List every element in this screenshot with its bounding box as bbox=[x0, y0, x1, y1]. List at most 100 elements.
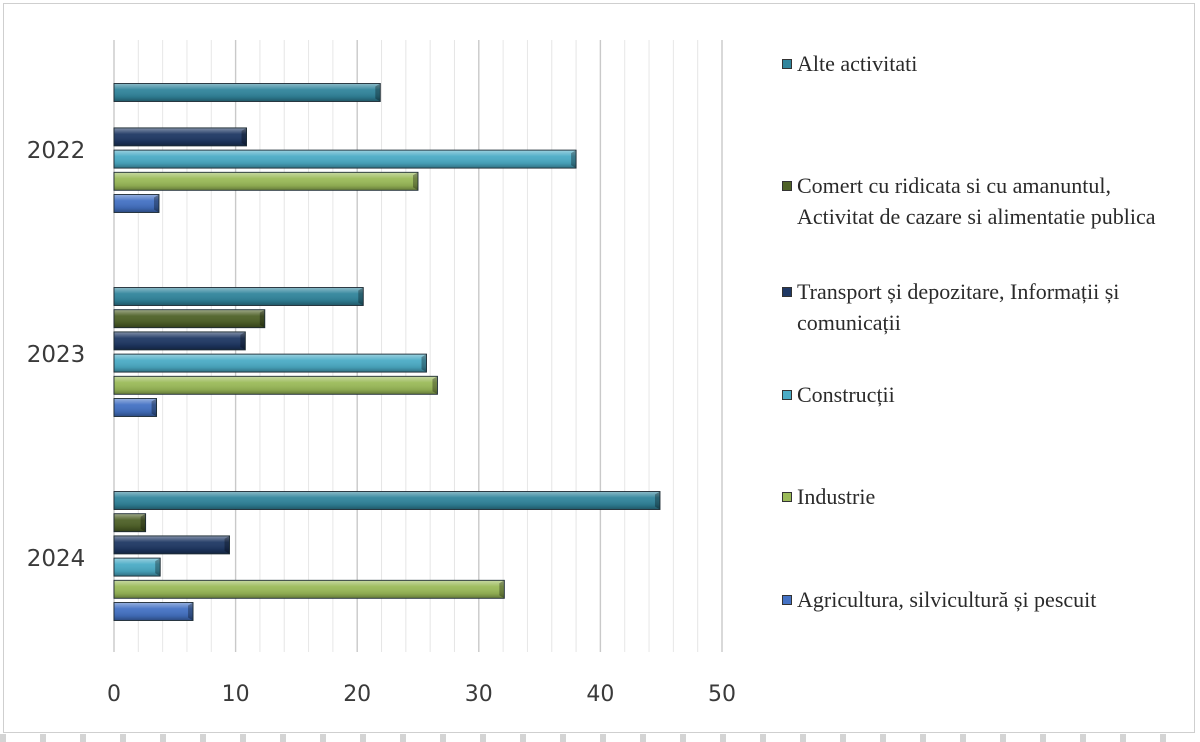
bar-shade bbox=[114, 309, 265, 328]
bar bbox=[113, 309, 266, 329]
bar-shade bbox=[114, 535, 230, 554]
x-tick-label: 20 bbox=[343, 682, 371, 707]
bar-outline bbox=[113, 353, 427, 373]
category-labels: 2022 2023 2024 bbox=[27, 138, 86, 572]
bar-end-cap bbox=[421, 354, 427, 373]
bar-shade bbox=[114, 602, 194, 621]
bar-outline bbox=[113, 491, 661, 510]
bar-end-cap bbox=[224, 535, 230, 554]
x-tick-label: 50 bbox=[708, 682, 736, 707]
bar bbox=[113, 287, 364, 306]
bar-outline bbox=[113, 127, 247, 147]
bar-outline bbox=[113, 375, 438, 395]
category-label: 2022 bbox=[27, 138, 86, 164]
bar-shade bbox=[114, 580, 505, 599]
legend-item: Construcții bbox=[782, 379, 1182, 410]
x-tick-label: 10 bbox=[222, 682, 250, 707]
category-label: 2023 bbox=[27, 342, 86, 368]
bar-shade bbox=[114, 331, 246, 350]
legend-swatch bbox=[782, 595, 792, 605]
legend-item: Agricultura, silvicultură și pescuit bbox=[782, 584, 1182, 615]
bar-end-cap bbox=[241, 127, 247, 146]
bar bbox=[113, 171, 419, 191]
bar-end-cap bbox=[499, 580, 505, 599]
bar bbox=[113, 491, 661, 510]
legend-label: Alte activitati bbox=[797, 51, 918, 76]
bar bbox=[113, 149, 577, 169]
bar-shade bbox=[114, 83, 381, 102]
bar bbox=[113, 579, 505, 599]
bar-shade bbox=[114, 558, 161, 577]
bar-end-cap bbox=[151, 398, 157, 417]
x-tick-label: 0 bbox=[107, 682, 121, 707]
bar bbox=[113, 353, 427, 373]
legend-item: Comert cu ridicata si cu amanuntul, Acti… bbox=[782, 170, 1182, 232]
bar-outline bbox=[113, 309, 266, 329]
legend-swatch bbox=[782, 390, 792, 400]
bar-end-cap bbox=[188, 602, 194, 621]
legend-item: Transport și depozitare, Informații și c… bbox=[782, 276, 1182, 338]
bar bbox=[113, 83, 381, 102]
bar-shade bbox=[114, 127, 247, 146]
bar-shade bbox=[114, 172, 418, 191]
legend-swatch bbox=[782, 59, 792, 69]
bar bbox=[113, 375, 438, 395]
bar bbox=[113, 557, 161, 577]
bar-outline bbox=[113, 579, 505, 599]
bar-end-cap bbox=[140, 513, 146, 532]
bar-shade bbox=[114, 376, 438, 395]
bar-end-cap bbox=[375, 83, 381, 102]
bar-outline bbox=[113, 513, 147, 533]
legend-label: Construcții bbox=[797, 382, 895, 407]
legend-swatch bbox=[782, 181, 792, 191]
legend-item: Alte activitati bbox=[782, 48, 1182, 79]
bar-outline bbox=[113, 398, 158, 417]
legend-label: Agricultura, silvicultură și pescuit bbox=[797, 587, 1097, 612]
legend-label: Comert cu ridicata si cu amanuntul, Acti… bbox=[797, 173, 1156, 229]
category-label: 2024 bbox=[27, 546, 86, 572]
bar-shade bbox=[114, 150, 577, 169]
bars-layer bbox=[113, 83, 661, 621]
x-tick-label: 30 bbox=[465, 682, 493, 707]
bar-end-cap bbox=[432, 376, 438, 395]
bar-shade bbox=[114, 491, 660, 510]
legend-item: Industrie bbox=[782, 481, 1182, 512]
bar-shade bbox=[114, 354, 427, 373]
bar bbox=[113, 602, 194, 621]
bar-shade bbox=[114, 398, 157, 417]
bar-outline bbox=[113, 171, 419, 191]
bar-outline bbox=[113, 194, 160, 213]
bar bbox=[113, 331, 246, 351]
bar-end-cap bbox=[155, 558, 161, 577]
bar-end-cap bbox=[413, 172, 418, 191]
legend-label: Transport și depozitare, Informații și c… bbox=[797, 279, 1120, 335]
legend-label: Industrie bbox=[797, 484, 876, 509]
bar-end-cap bbox=[259, 309, 265, 328]
legend-swatch bbox=[782, 492, 792, 502]
cropped-caption-edge bbox=[0, 734, 1200, 742]
bar-end-cap bbox=[571, 150, 577, 169]
bar bbox=[113, 398, 158, 417]
bar-end-cap bbox=[654, 491, 660, 510]
bar-outline bbox=[113, 83, 381, 102]
bar bbox=[113, 535, 230, 555]
bar-shade bbox=[114, 287, 364, 306]
bar-outline bbox=[113, 287, 364, 306]
bar-outline bbox=[113, 535, 230, 555]
bar bbox=[113, 127, 247, 147]
x-tick-label: 40 bbox=[586, 682, 614, 707]
bar bbox=[113, 513, 147, 533]
bar-end-cap bbox=[358, 287, 364, 306]
bar-shade bbox=[114, 513, 146, 532]
bar-end-cap bbox=[240, 331, 246, 350]
bar-outline bbox=[113, 149, 577, 169]
bar-outline bbox=[113, 557, 161, 577]
bar-end-cap bbox=[153, 194, 159, 213]
bar-outline bbox=[113, 331, 246, 351]
x-tick-labels: 0 10 20 30 40 50 bbox=[107, 682, 736, 707]
bar-shade bbox=[114, 194, 159, 213]
legend-swatch bbox=[782, 287, 792, 297]
bar-outline bbox=[113, 602, 194, 621]
bar bbox=[113, 194, 160, 213]
